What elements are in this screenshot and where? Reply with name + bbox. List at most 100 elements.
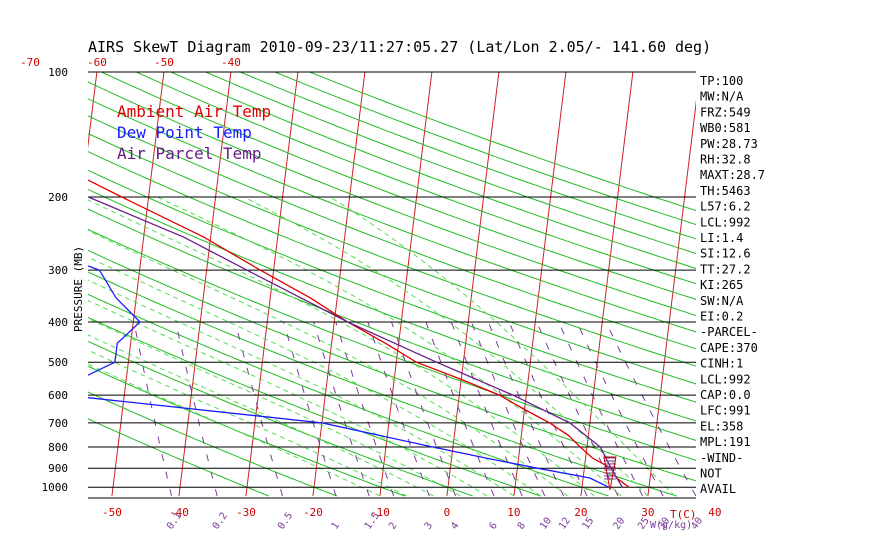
stat-item: LCL:992 xyxy=(700,215,751,229)
dry-adiabat-line xyxy=(88,208,696,441)
dry-adiabat-line xyxy=(88,418,269,497)
hatch-outline xyxy=(603,456,617,491)
isotherm-line xyxy=(513,72,567,497)
bottom-temp-tick-label: 30 xyxy=(641,506,654,519)
stat-item: CINH:1 xyxy=(700,357,743,371)
dry-adiabat-line xyxy=(88,271,677,497)
bottom-temp-tick-label: -20 xyxy=(303,506,323,519)
moist-adiabat-line xyxy=(88,363,381,497)
mixing-ratio-line xyxy=(576,321,664,497)
legend-dew-point-temp: Dew Point Temp xyxy=(117,123,252,142)
dry-adiabat-line xyxy=(88,132,696,367)
isobar-lines xyxy=(88,71,696,499)
mixing-ratio-line xyxy=(425,321,495,497)
moist-adiabat-line xyxy=(88,279,515,497)
stat-item: LFC:991 xyxy=(700,404,751,418)
isotherm-line xyxy=(849,72,870,496)
dry-adiabat-line xyxy=(100,72,696,300)
pressure-tick-label: 700 xyxy=(48,417,68,430)
stat-item: -PARCEL- xyxy=(700,325,758,339)
mixing-ratio-line xyxy=(605,321,696,497)
stat-item: FRZ:549 xyxy=(700,105,751,119)
isotherm-line xyxy=(245,72,299,497)
stat-item: EI:0.2 xyxy=(700,310,743,324)
bottom-temp-tick-label: -50 xyxy=(102,506,122,519)
mixing-ratio-tick-label: 4 xyxy=(449,520,461,531)
isotherm-line xyxy=(446,72,500,497)
dry-adiabat-line xyxy=(88,391,337,497)
ambient-air-temp-line xyxy=(88,179,630,488)
mixing-ratio-line xyxy=(558,321,644,497)
mixing-ratio-tick-label: 10 xyxy=(538,516,554,532)
moist-adiabat-line xyxy=(88,256,542,497)
dry-adiabat-line xyxy=(169,72,696,269)
stat-item: LCL:992 xyxy=(700,372,751,386)
isotherm-line xyxy=(111,72,165,497)
mixing-ratio-tick-label: 8 xyxy=(516,520,528,531)
mixing-ratio-tick-label: 0.5 xyxy=(276,511,295,532)
isotherm-line xyxy=(782,72,834,496)
mixing-ratio-tick-label: 0.2 xyxy=(211,511,230,532)
moist-adiabat-line xyxy=(88,299,488,497)
moist-adiabat-line xyxy=(243,196,649,497)
mixing-ratio-line xyxy=(283,321,337,497)
dry-adiabat-line xyxy=(88,188,696,422)
chart-title: AIRS SkewT Diagram 2010-09-23/11:27:05.2… xyxy=(88,38,711,56)
mixing-ratio-line xyxy=(313,321,370,497)
pressure-tick-label: 900 xyxy=(48,462,68,475)
moist-adiabat-line xyxy=(329,196,676,497)
stat-item: L57:6.2 xyxy=(700,200,751,214)
stat-item: WB0:581 xyxy=(700,121,751,135)
mixing-ratio-line xyxy=(471,321,546,497)
grid-lines xyxy=(88,72,870,497)
mixing-ratio-line xyxy=(133,321,172,497)
dry-adiabat-line xyxy=(88,365,405,497)
pressure-tick-label: 400 xyxy=(48,316,68,329)
bottom-temp-tick-label: -30 xyxy=(236,506,256,519)
mixing-ratio-line xyxy=(367,321,430,497)
y-axis-label: PRESSURE (MB) xyxy=(72,246,85,332)
stat-item: CAP:0.0 xyxy=(700,388,751,402)
pressure-tick-label: 1000 xyxy=(42,481,69,494)
pressure-tick-label: 300 xyxy=(48,264,68,277)
bottom-temp-tick-label: -10 xyxy=(370,506,390,519)
mixing-ratio-line xyxy=(335,321,395,497)
top-temp-tick-label: -50 xyxy=(154,56,174,69)
stat-item: SI:12.6 xyxy=(700,247,751,261)
stat-item: MAXT:28.7 xyxy=(700,168,765,182)
stat-item: NOT xyxy=(700,467,722,481)
surface-hatch-marker xyxy=(603,456,617,491)
stat-item: PW:28.73 xyxy=(700,137,758,151)
stat-item: RH:32.8 xyxy=(700,153,751,167)
top-temp-tick-label: -70 xyxy=(20,56,40,69)
pressure-tick-label: 200 xyxy=(48,191,68,204)
mixing-ratio-tick-label: 12 xyxy=(557,516,573,532)
mixing-ratio-label: W(g/kg) xyxy=(650,520,692,531)
stat-item: KI:265 xyxy=(700,278,743,292)
pressure-tick-label: 100 xyxy=(48,66,68,79)
stat-item: TP:100 xyxy=(700,74,743,88)
stat-item: AVAIL xyxy=(700,482,736,496)
stat-item: -WIND- xyxy=(700,451,743,465)
isotherm-line xyxy=(88,72,98,149)
mixing-ratio-tick-label: 3 xyxy=(423,520,435,531)
legend: Ambient Air Temp Dew Point Temp Air Parc… xyxy=(117,102,271,163)
dry-adiabat-line xyxy=(88,151,696,385)
mixing-ratio-tick-label: 6 xyxy=(487,520,499,531)
dry-adiabat-line xyxy=(88,316,541,497)
moist-adiabat-line xyxy=(88,199,595,497)
isotherm-line xyxy=(647,99,696,497)
bottom-temp-tick-label: 40 xyxy=(708,506,721,519)
pressure-tick-label: 500 xyxy=(48,356,68,369)
pressure-tick-label: 800 xyxy=(48,441,68,454)
mixing-ratio-line xyxy=(391,321,457,497)
moist-adiabat-line xyxy=(88,317,461,497)
stat-item: LI:1.4 xyxy=(700,231,743,245)
stat-item: MW:N/A xyxy=(700,90,744,104)
profile-lines xyxy=(88,179,630,488)
stat-item: MPL:191 xyxy=(700,435,751,449)
x-axis-label: T(C) xyxy=(670,508,697,521)
moist-adiabat-line xyxy=(157,196,622,497)
stat-item: CAPE:370 xyxy=(700,341,758,355)
